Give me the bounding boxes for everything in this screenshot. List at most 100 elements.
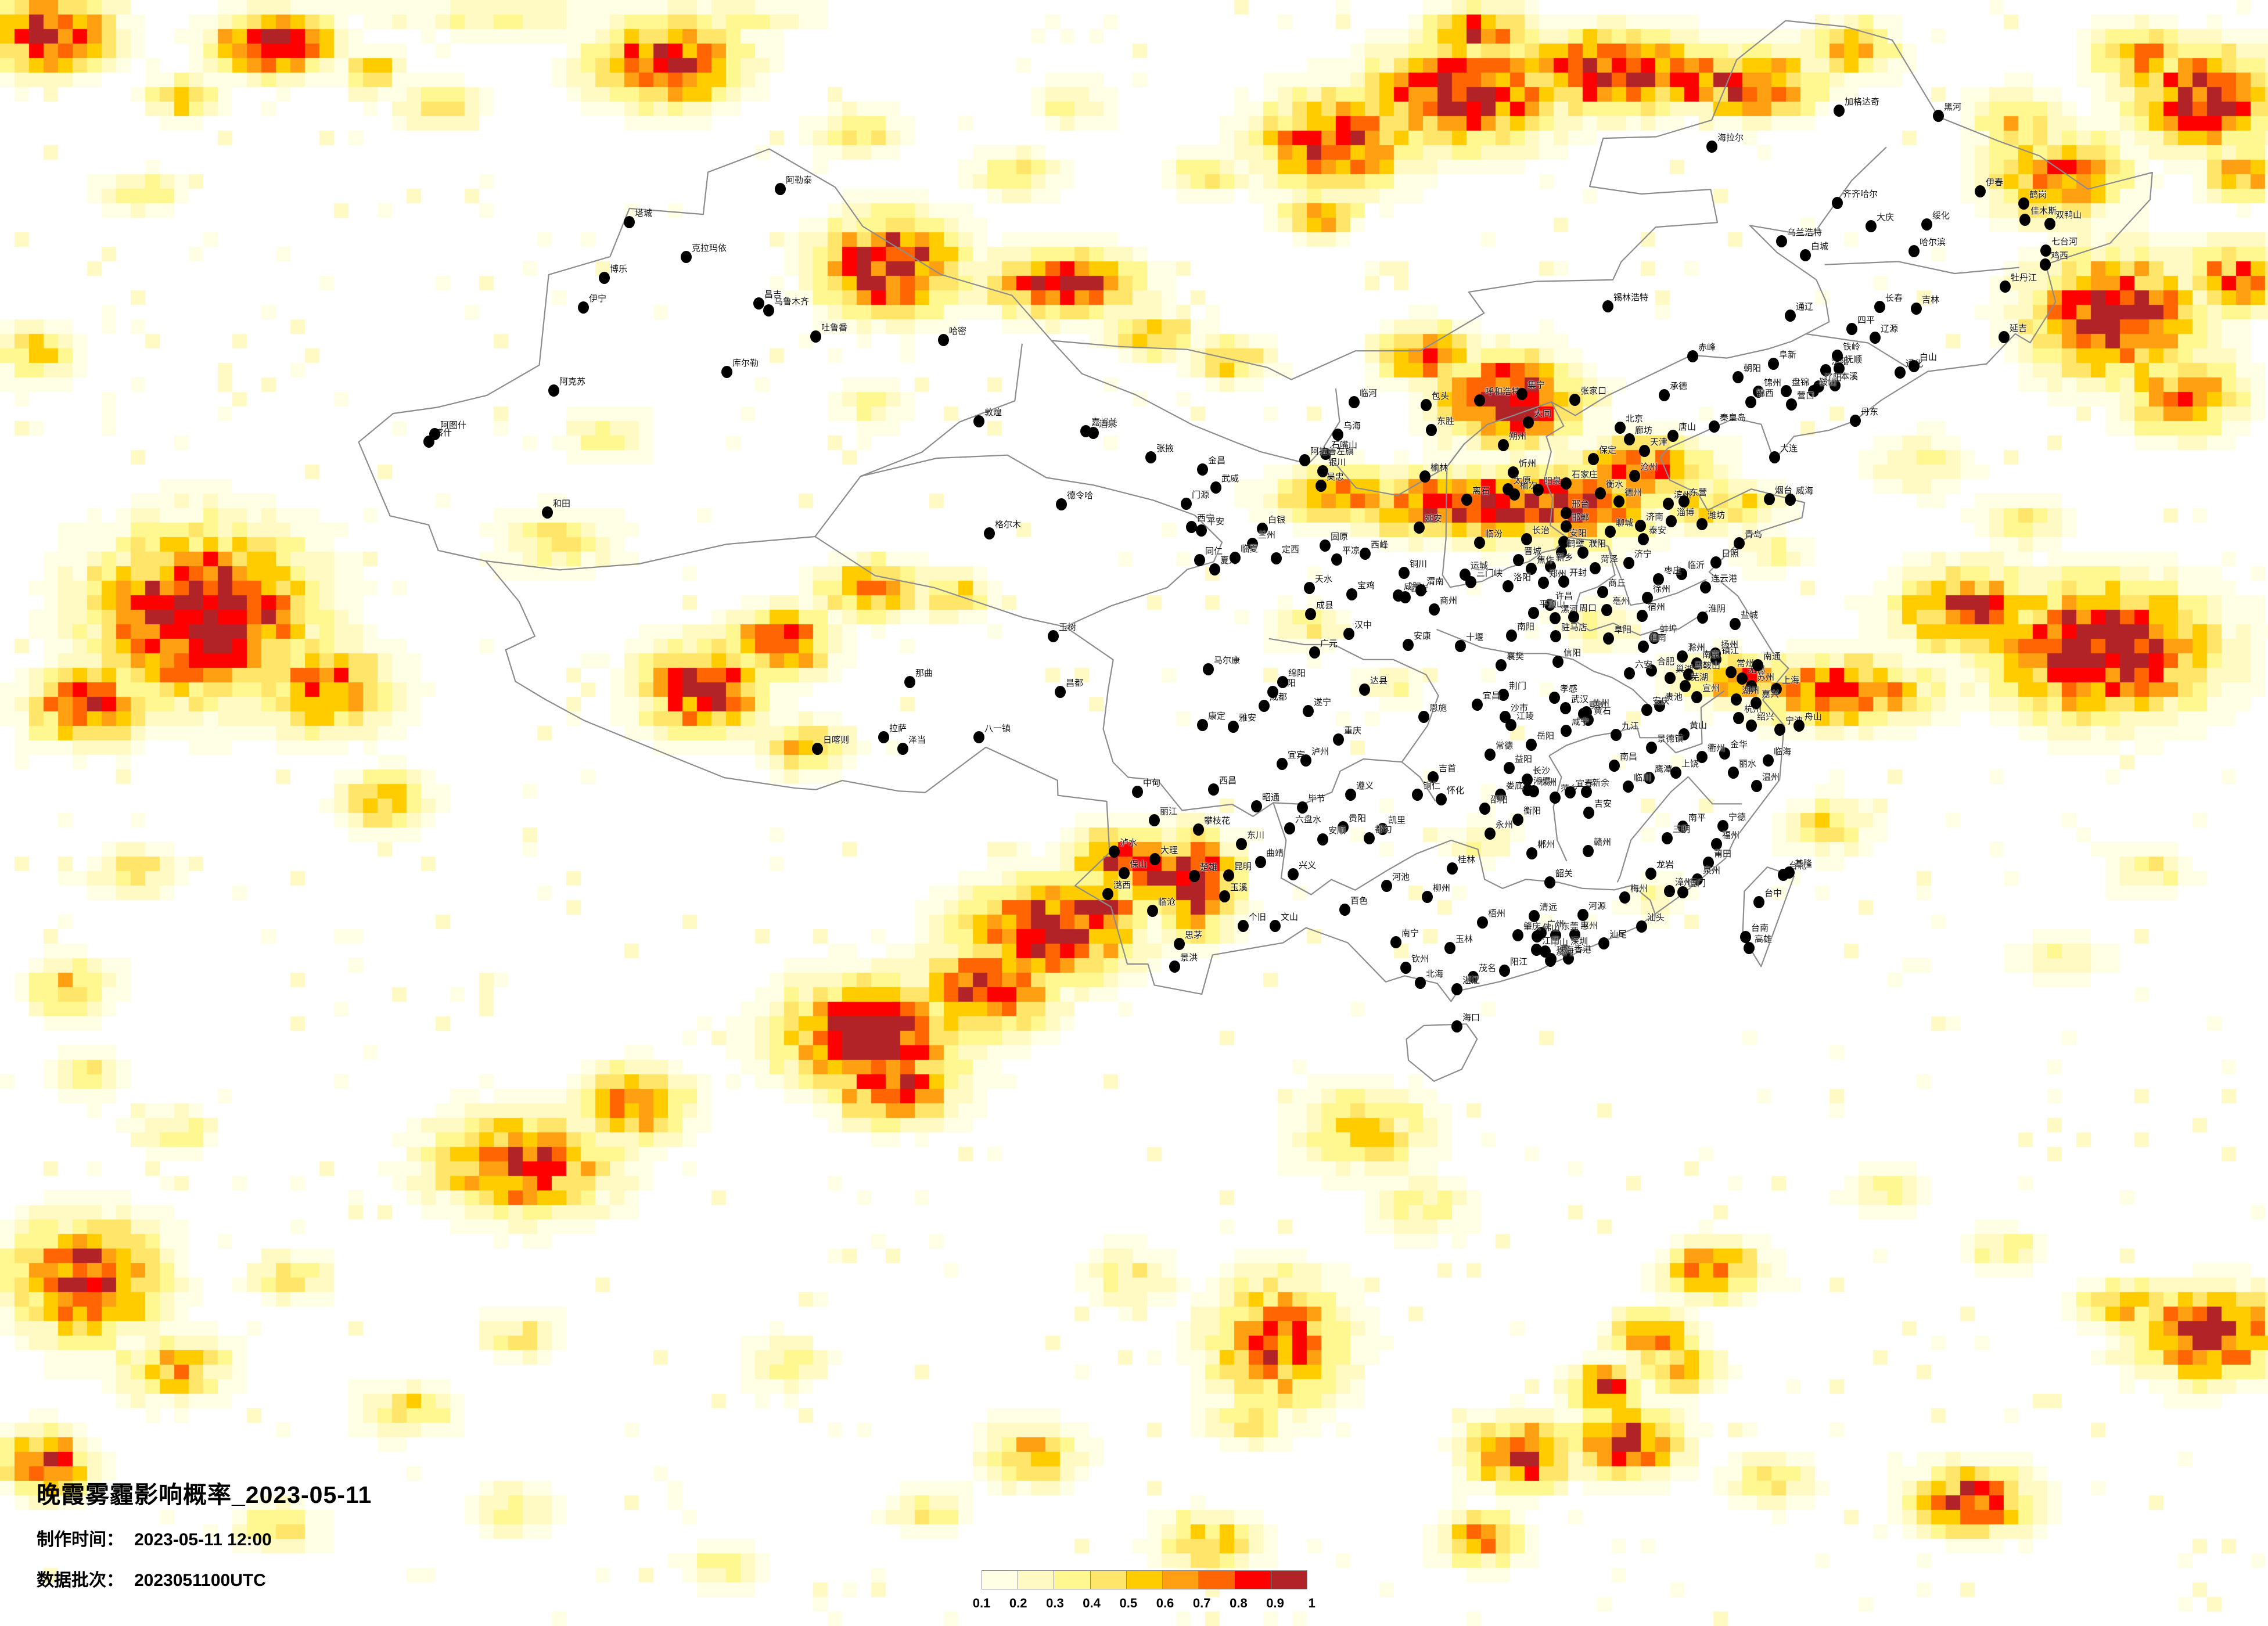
- city-dot-icon: [1485, 749, 1496, 761]
- city-label: 柳州: [1433, 883, 1451, 893]
- city-dot-icon: [1512, 929, 1523, 941]
- city-label: 长沙: [1533, 766, 1551, 776]
- city-label: 潍坊: [1708, 510, 1726, 520]
- city-label: 朔州: [1509, 431, 1527, 441]
- city-label: 苏州: [1757, 672, 1775, 682]
- city-dot-icon: [1381, 880, 1392, 892]
- city-label: 大庆: [1877, 213, 1895, 222]
- city-label: 烟台: [1775, 485, 1793, 495]
- city-dot-icon: [1602, 300, 1613, 312]
- city-dot-icon: [1550, 630, 1561, 642]
- city-dot-icon: [1639, 445, 1650, 457]
- city-label: 安阳: [1569, 528, 1587, 538]
- city-dot-icon: [1320, 448, 1331, 460]
- city-label: 江门: [1542, 936, 1560, 946]
- city-dot-icon: [1550, 929, 1561, 941]
- city-dot-icon: [1549, 692, 1560, 704]
- city-dot-icon: [1663, 498, 1674, 510]
- city-dot-icon: [1145, 451, 1156, 463]
- city-label: 克拉玛依: [692, 243, 727, 253]
- city-dot-icon: [1629, 470, 1640, 482]
- legend-swatch-0.5: [1126, 1570, 1163, 1589]
- city-label: 哈密: [949, 326, 967, 336]
- city-dot-icon: [1526, 739, 1537, 751]
- city-dot-icon: [1271, 552, 1282, 564]
- city-label: 中甸: [1143, 778, 1161, 788]
- city-dot-icon: [1846, 323, 1857, 335]
- city-dot-icon: [1687, 350, 1698, 362]
- border-line: [1051, 340, 1340, 465]
- city-label: 龙岩: [1656, 860, 1674, 870]
- city-dot-icon: [1786, 398, 1797, 411]
- city-dot-icon: [1641, 704, 1652, 716]
- city-dot-icon: [1538, 577, 1549, 589]
- city-label: 临河: [1360, 388, 1378, 398]
- city-dot-icon: [1613, 495, 1624, 508]
- city-dot-icon: [1230, 552, 1241, 564]
- legend-tick-label: 0.3: [1046, 1596, 1064, 1610]
- legend-tick-label: 0.5: [1119, 1596, 1138, 1610]
- city-label: 绵阳: [1288, 668, 1306, 678]
- city-dot-icon: [1746, 720, 1757, 732]
- border-line: [1608, 546, 1707, 606]
- city-dot-icon: [1345, 789, 1356, 801]
- city-label: 衢州: [1708, 743, 1726, 753]
- city-label: 张掖: [1156, 444, 1174, 454]
- city-dot-icon: [1284, 822, 1295, 834]
- city-label: 中山: [1551, 938, 1569, 948]
- city-dot-icon: [1678, 495, 1690, 508]
- city-dot-icon: [1908, 360, 1920, 372]
- city-label: 桂林: [1458, 855, 1476, 865]
- city-dot-icon: [1730, 618, 1741, 630]
- city-label: 商州: [1440, 596, 1458, 606]
- city-dot-icon: [1691, 691, 1702, 703]
- city-label: 包头: [1432, 391, 1450, 401]
- city-dot-icon: [1764, 493, 1775, 505]
- city-label: 百色: [1350, 896, 1368, 906]
- city-label: 辽源: [1881, 324, 1899, 334]
- city-dot-icon: [1753, 386, 1764, 398]
- city-label: 北京: [1626, 414, 1644, 424]
- city-label: 汉中: [1354, 620, 1372, 630]
- city-dot-icon: [429, 428, 440, 440]
- city-label: 怀化: [1447, 786, 1465, 796]
- city-dot-icon: [1544, 876, 1555, 888]
- city-label: 呼和浩特: [1485, 387, 1521, 397]
- city-label: 牡丹江: [2011, 273, 2037, 283]
- city-dot-icon: [812, 743, 823, 755]
- city-label: 辽阳: [1824, 373, 1842, 383]
- city-label: 新余: [1592, 778, 1610, 788]
- city-dot-icon: [1832, 350, 1843, 362]
- city-dot-icon: [1550, 792, 1561, 804]
- city-dot-icon: [1485, 828, 1496, 840]
- city-label: 嘉峪关: [1091, 418, 1118, 427]
- city-label: 集宁: [1527, 380, 1545, 390]
- city-dot-icon: [1196, 524, 1207, 537]
- legend-swatch-0.4: [1090, 1570, 1127, 1589]
- city-label: 锡林浩特: [1613, 293, 1649, 303]
- city-dot-icon: [1696, 751, 1708, 763]
- city-label: 秦皇岛: [1720, 413, 1746, 423]
- city-label: 衡阳: [1523, 806, 1541, 816]
- city-dot-icon: [1800, 249, 1811, 261]
- data-batch-row: 数据批次： 2023051100UTC: [37, 1566, 372, 1591]
- city-dot-icon: [1455, 640, 1466, 652]
- city-dot-icon: [1088, 427, 1099, 439]
- city-label: 文山: [1281, 912, 1299, 922]
- city-dot-icon: [1644, 772, 1655, 784]
- city-label: 铁岭: [1843, 342, 1861, 352]
- city-label: 安康: [1414, 631, 1432, 641]
- city-dot-icon: [1683, 668, 1694, 681]
- city-label: 赤峰: [1698, 343, 1716, 352]
- city-dot-icon: [1056, 498, 1067, 510]
- city-label: 绍兴: [1757, 712, 1775, 722]
- city-dot-icon: [1776, 235, 1787, 247]
- city-label: 湘潭: [1533, 776, 1551, 786]
- city-label: 襄樊: [1507, 652, 1525, 661]
- city-dot-icon: [1601, 604, 1612, 616]
- city-dot-icon: [1267, 686, 1278, 698]
- city-dot-icon: [1785, 494, 1796, 506]
- city-label: 四平: [1857, 315, 1875, 325]
- city-dot-icon: [1119, 867, 1130, 879]
